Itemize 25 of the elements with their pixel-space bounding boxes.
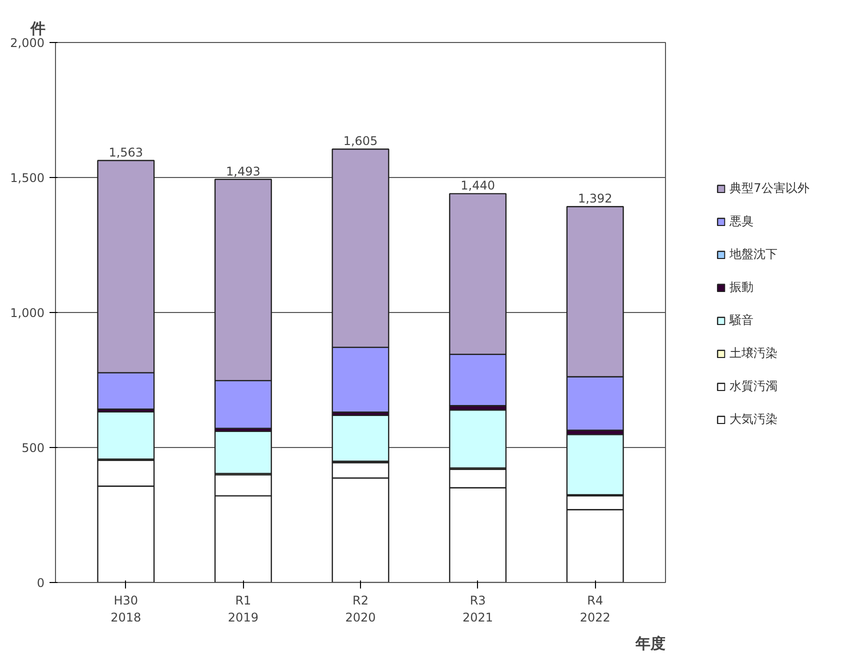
total-label: 1,563	[108, 145, 144, 160]
y-tick-label: 0	[36, 576, 45, 590]
y-tick-label: 1,500	[10, 171, 45, 185]
total-label: 1,392	[578, 192, 612, 206]
x-tick-label: R1 2019	[228, 594, 258, 624]
total-label: 1,605	[343, 134, 378, 148]
total-label: 1,440	[460, 178, 495, 193]
legend-label: 地盤沈下	[730, 246, 778, 262]
y-tick-label: 500	[22, 441, 44, 455]
x-tick-label: R4 2022	[580, 594, 610, 624]
y-tick-label: 1,000	[10, 306, 45, 320]
legend-label: 悪臭	[730, 212, 754, 230]
x-tick-label: R3 2021	[462, 594, 494, 624]
legend-label: 水質汚濁	[730, 378, 778, 394]
legend-label: 振動	[730, 278, 754, 296]
y-tick-label: 2,000	[10, 36, 45, 50]
total-label: 1,493	[226, 164, 260, 178]
x-axis-title: 年度	[634, 634, 666, 652]
legend-label: 土壌汚染	[730, 344, 778, 362]
x-tick-label: R2 2020	[345, 594, 376, 624]
legend-label: 大気汚染	[730, 410, 778, 428]
legend-label: 騒音	[730, 312, 754, 328]
y-axis-title: 件	[30, 20, 46, 38]
legend-label: 典型7公害以外	[730, 180, 810, 196]
x-tick-label: H30 2018	[110, 594, 142, 624]
